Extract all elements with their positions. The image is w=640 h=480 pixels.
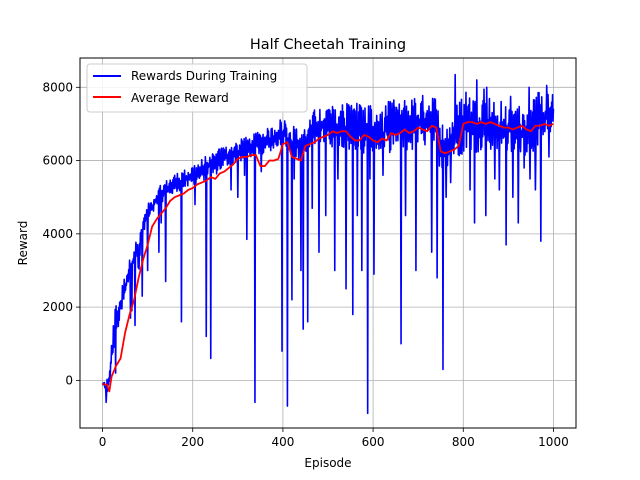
axes-frame	[79, 57, 577, 429]
legend-label-rewards: Rewards During Training	[131, 69, 277, 83]
plot-area	[101, 73, 555, 415]
series-rewards-line	[101, 73, 555, 415]
axis-ticks: 0 200 400 600 800 1000 0 2000 4000 6000 8000	[42, 80, 568, 449]
x-tick-label: 1000	[538, 435, 569, 449]
y-tick-label: 4000	[42, 227, 73, 241]
x-tick-label: 0	[99, 435, 107, 449]
x-tick-label: 200	[181, 435, 204, 449]
y-tick-label: 0	[65, 373, 73, 387]
series-average-line	[102, 121, 554, 393]
x-axis-label: Episode	[304, 456, 351, 470]
chart-title: Half Cheetah Training	[250, 37, 406, 53]
y-tick-label: 2000	[42, 300, 73, 314]
x-tick-label: 800	[452, 435, 475, 449]
x-tick-label: 400	[271, 435, 294, 449]
x-tick-label: 600	[362, 435, 385, 449]
y-tick-label: 8000	[42, 80, 73, 94]
y-tick-label: 6000	[42, 154, 73, 168]
legend-box	[86, 63, 308, 113]
legend: Rewards During Training Average Reward	[86, 63, 308, 113]
y-axis-label: Reward	[16, 221, 30, 266]
legend-label-average: Average Reward	[131, 91, 229, 105]
